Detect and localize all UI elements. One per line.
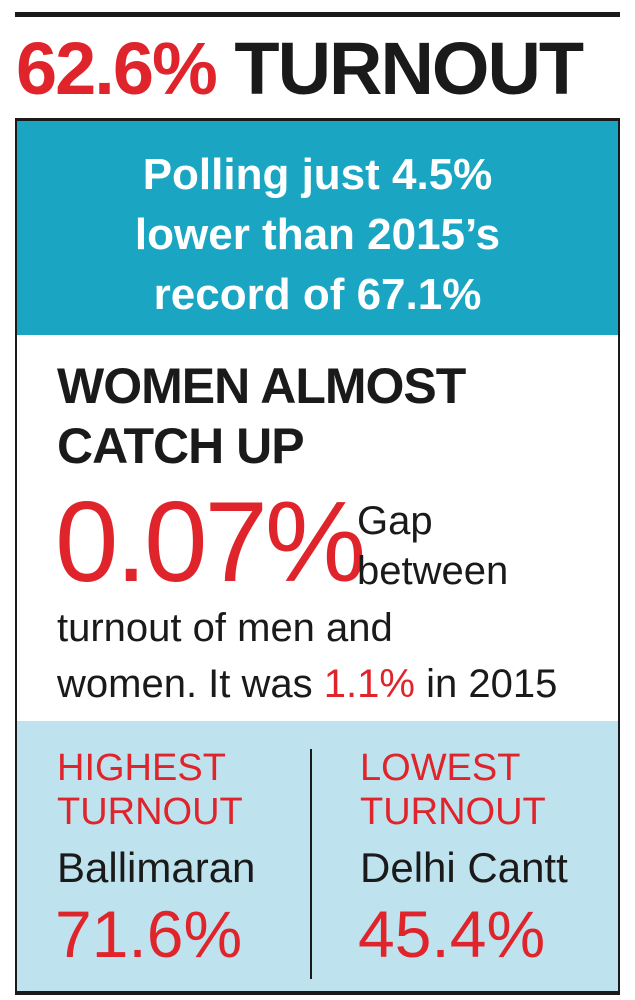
top-rule [15,12,620,17]
highest-value: 71.6% [55,897,243,971]
lowest-value: 45.4% [358,897,546,971]
highest-place: Ballimaran [57,844,256,891]
gap-2015-figure: 1.1% [323,662,415,706]
extremes-band: HIGHEST TURNOUT Ballimaran 71.6% LOWEST … [17,721,618,991]
highest-label: HIGHEST [57,747,226,789]
banner-line: record of 67.1% [153,270,482,319]
gap-text: turnout of men and [57,606,393,650]
gap-figure: 0.07% [55,479,366,606]
lowest-label: TURNOUT [360,791,546,833]
divider [310,749,312,979]
section-heading: WOMEN ALMOST [57,358,466,414]
banner-line: lower than 2015’s [134,210,501,259]
gap-caption: between [357,549,509,593]
headline-title: TURNOUT [234,27,584,110]
section-heading: CATCH UP [57,418,305,474]
lowest-label: LOWEST [360,747,521,789]
banner-line: Polling just 4.5% [142,150,493,199]
headline: 62.6% TURNOUT [16,32,584,106]
gap-text-part: women. It was [57,662,313,706]
gap-text: women. It was 1.1% in 2015 [57,664,557,704]
headline-figure: 62.6% [16,27,218,110]
gap-text-part: in 2015 [426,662,558,706]
panel: Polling just 4.5% lower than 2015’s reco… [15,118,620,995]
banner: Polling just 4.5% lower than 2015’s reco… [17,121,618,335]
highest-label: TURNOUT [57,791,243,833]
lowest-place: Delhi Cantt [360,844,568,891]
gap-caption: Gap [357,499,433,543]
